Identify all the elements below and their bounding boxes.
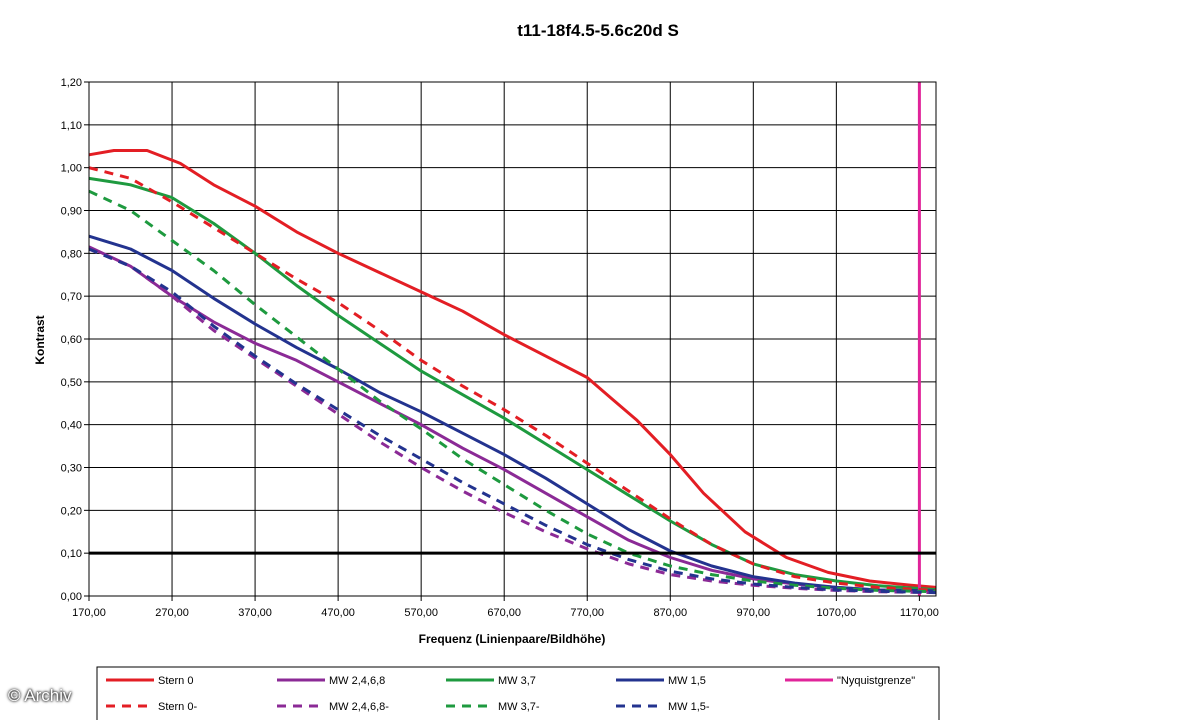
x-tick-label: 570,00 (404, 607, 438, 619)
legend-label: Stern 0- (158, 701, 197, 713)
x-tick-label: 470,00 (321, 607, 355, 619)
legend-label: MW 3,7 (498, 675, 536, 687)
x-tick-label: 670,00 (487, 607, 521, 619)
x-tick-label: 770,00 (570, 607, 604, 619)
x-tick-label: 1170,00 (900, 607, 939, 619)
legend-box (96, 666, 940, 720)
x-tick-label: 870,00 (653, 607, 687, 619)
y-tick-label: 0,70 (61, 291, 82, 303)
y-axis-title: Kontrast (33, 315, 47, 364)
legend-label: "Nyquistgrenze" (837, 675, 915, 687)
legend-label: MW 2,4,6,8 (329, 675, 385, 687)
y-tick-label: 0,60 (61, 334, 82, 346)
y-tick-label: 0,90 (61, 206, 82, 218)
chart-title: t11-18f4.5-5.6c20d S (517, 21, 679, 40)
y-tick-label: 0,20 (61, 505, 82, 517)
y-tick-label: 1,20 (61, 77, 82, 89)
legend: Stern 0 MW 2,4,6,8 MW 3,7 MW 1,5 "Nyquistgre… (96, 666, 940, 720)
x-tick-label: 1070,00 (816, 607, 856, 619)
y-tick-label: 0,30 (61, 463, 82, 475)
series-line (88, 247, 937, 595)
legend-label: MW 1,5 (668, 675, 706, 687)
series-line (88, 149, 937, 589)
x-tick-label: 170,00 (72, 607, 106, 619)
legend-label: Stern 0 (158, 675, 193, 687)
y-tick-label: 1,10 (61, 120, 82, 132)
plot-frame (88, 81, 937, 597)
watermark: © Archiv (8, 686, 72, 705)
series-line (88, 247, 937, 595)
series-layer (88, 82, 937, 596)
y-tick-label: 1,00 (61, 163, 82, 175)
x-tick-label: 370,00 (238, 607, 272, 619)
x-tick-label: 270,00 (155, 607, 189, 619)
legend-label: MW 2,4,6,8- (329, 701, 389, 713)
y-tick-label: 0,80 (61, 248, 82, 260)
axes: 0,00 0,10 0,20 0,30 0,40 0,50 0,60 0,70 0,80 0,90… (61, 77, 939, 619)
x-axis-title: Frequenz (Linienpaare/Bildhöhe) (419, 632, 606, 646)
series-line (88, 234, 937, 593)
series-line (88, 166, 937, 592)
y-tick-label: 0,00 (61, 591, 82, 603)
y-tick-label: 0,40 (61, 420, 82, 432)
legend-label: MW 1,5- (668, 701, 710, 713)
y-tick-label: 0,50 (61, 377, 82, 389)
x-tick-label: 970,00 (736, 607, 770, 619)
legend-label: MW 3,7- (498, 701, 540, 713)
y-tick-label: 0,10 (61, 548, 82, 560)
series-line (88, 189, 937, 594)
